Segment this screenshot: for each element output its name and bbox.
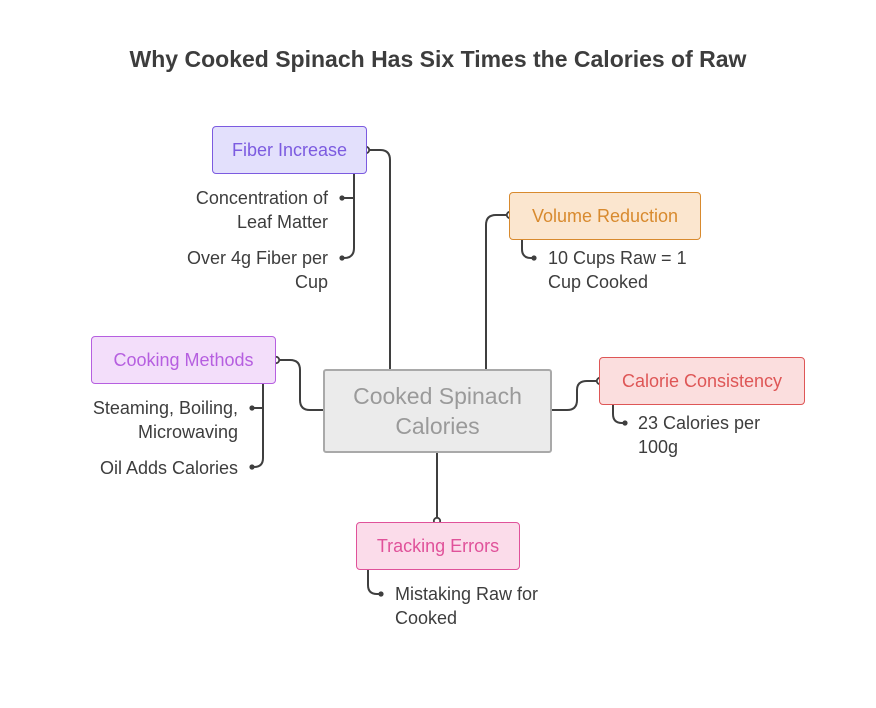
leaf-dot (249, 464, 255, 470)
leaf-calories-per-100g: 23 Calories per 100g (638, 411, 760, 459)
connector-fiber (366, 149, 391, 369)
central-topic-line1: Cooked Spinach (353, 383, 522, 409)
branch-cooking-methods[interactable]: Cooking Methods (91, 336, 276, 384)
leaf-line: Cooked (395, 608, 458, 628)
leaf-dot (249, 405, 255, 411)
leaf-line: Microwaving (137, 422, 238, 442)
connector-cooking (276, 359, 323, 411)
leaf-cups-raw: 10 Cups Raw = 1 Cup Cooked (548, 246, 687, 294)
leaf-line: 10 Cups Raw = 1 (548, 248, 687, 268)
leaf-line: Over 4g Fiber per (186, 248, 328, 268)
diagram-title: Why Cooked Spinach Has Six Times the Cal… (129, 46, 747, 72)
leaf-dot (339, 255, 345, 261)
branch-calorie-consistency[interactable]: Calorie Consistency (599, 357, 805, 405)
connector-volume (485, 214, 510, 369)
branch-fiber-increase-label: Fiber Increase (231, 139, 348, 160)
leaf-dot (339, 195, 345, 201)
leaf-fiber-per-cup: Over 4g Fiber per Cup (187, 246, 328, 294)
branch-volume-reduction-label: Volume Reduction (531, 205, 679, 226)
leaf-line: Cup (294, 272, 328, 292)
leaf-line: Steaming, Boiling, (92, 398, 238, 418)
branch-tracking-errors-label: Tracking Errors (376, 535, 500, 556)
branch-calorie-consistency-label: Calorie Consistency (621, 370, 783, 391)
connector-calorie (552, 380, 600, 411)
leaf-concentration: Concentration of Leaf Matter (196, 186, 328, 234)
branch-cooking-methods-label: Cooking Methods (113, 349, 254, 370)
bracket-volume (521, 240, 534, 259)
leaf-dot (378, 591, 384, 597)
leaf-line: Concentration of (195, 188, 328, 208)
leaf-dot (531, 255, 537, 261)
leaf-line: Leaf Matter (236, 212, 328, 232)
bracket-fiber (342, 174, 355, 259)
bracket-tracking (367, 570, 381, 595)
leaf-mistaking-raw: Mistaking Raw for Cooked (395, 582, 538, 630)
leaf-line: Cup Cooked (548, 272, 649, 292)
central-topic-line2: Calories (395, 413, 480, 439)
leaf-oil: Oil Adds Calories (100, 456, 238, 480)
bracket-cooking (252, 384, 264, 468)
leaf-line: 23 Calories per (638, 413, 761, 433)
leaf-line: 100g (638, 437, 679, 457)
branch-tracking-errors[interactable]: Tracking Errors (356, 522, 520, 570)
branch-fiber-increase[interactable]: Fiber Increase (212, 126, 367, 174)
leaf-line: Mistaking Raw for (395, 584, 539, 604)
leaf-line: Oil Adds Calories (99, 458, 238, 478)
central-topic-node[interactable]: Cooked Spinach Calories (323, 369, 552, 453)
leaf-dot (622, 420, 628, 426)
branch-volume-reduction[interactable]: Volume Reduction (509, 192, 701, 240)
leaf-steaming: Steaming, Boiling, Microwaving (93, 396, 238, 444)
bracket-calorie (612, 405, 625, 424)
